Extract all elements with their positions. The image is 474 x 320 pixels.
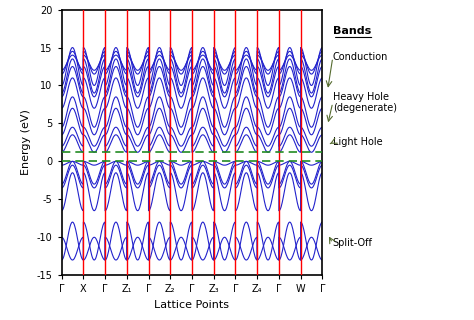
Text: Heavy Hole
(degenerate): Heavy Hole (degenerate)	[333, 92, 397, 113]
X-axis label: Lattice Points: Lattice Points	[155, 300, 229, 310]
Text: Split-Off: Split-Off	[333, 238, 373, 248]
Y-axis label: Energy (eV): Energy (eV)	[21, 109, 31, 175]
Text: Bands: Bands	[333, 26, 371, 36]
Text: Light Hole: Light Hole	[333, 137, 383, 148]
Text: Conduction: Conduction	[333, 52, 388, 62]
